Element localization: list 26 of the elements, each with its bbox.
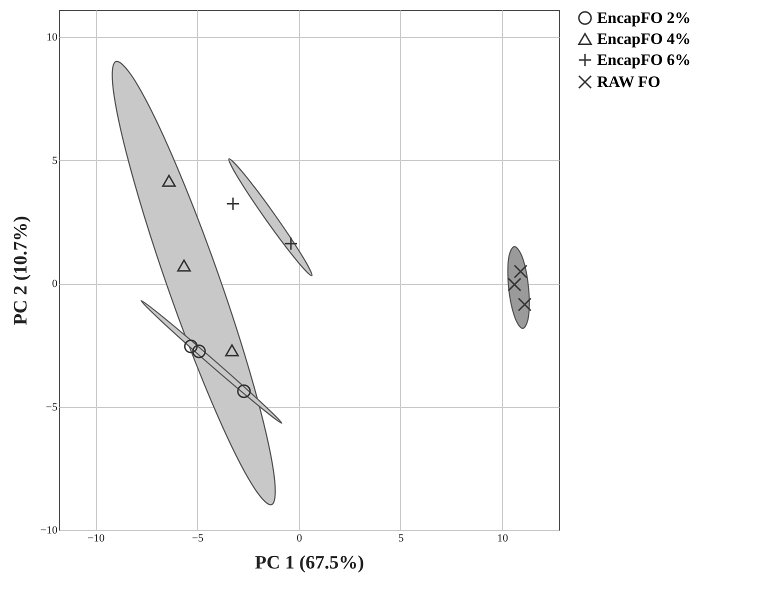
legend-label: EncapFO 6%: [597, 52, 691, 69]
point: [177, 260, 191, 272]
point: [284, 236, 298, 251]
y-tick-label: −5: [46, 401, 58, 414]
y-axis-title: PC 2 (10.7%): [10, 216, 32, 326]
x-tick-label: 0: [296, 532, 303, 544]
point: [162, 174, 176, 187]
point: [514, 264, 528, 278]
y-tick-label: 10: [46, 32, 58, 44]
point: [518, 298, 532, 312]
point: [184, 340, 198, 354]
x-tick-label: 10: [497, 532, 509, 544]
x-tick-label: 5: [398, 532, 404, 544]
y-tick-label: −10: [40, 524, 58, 536]
y-tick-label: 0: [52, 278, 58, 290]
x-axis-title: PC 1 (67.5%): [254, 552, 364, 574]
legend-label: RAW FO: [597, 74, 660, 91]
point: [192, 344, 206, 358]
legend-label: EncapFO 2%: [597, 10, 691, 27]
y-tick-label: 5: [52, 154, 58, 167]
legend-label: EncapFO 4%: [597, 31, 691, 48]
x-tick-label: −5: [192, 532, 204, 544]
point: [225, 344, 239, 356]
point: [237, 384, 251, 398]
point: [508, 278, 522, 292]
x-tick-label: −10: [87, 532, 106, 544]
